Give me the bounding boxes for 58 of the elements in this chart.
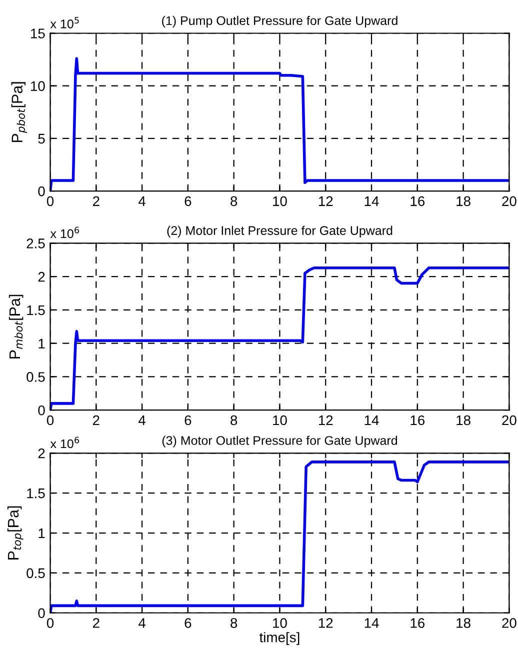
x-tick-label: 20 [502, 618, 516, 628]
y-tick-label: 2.5 [26, 238, 45, 248]
x-tick-label: 14 [364, 196, 379, 206]
x-tick-label: 10 [273, 618, 287, 628]
y-tick-label: 0 [38, 608, 45, 618]
x-tick-label: 4 [138, 196, 146, 206]
x-axis-title: time[s] [259, 632, 300, 646]
y-tick-label: 2 [38, 272, 45, 282]
x-tick-label: 20 [502, 196, 516, 206]
y-tick-label: 1.5 [27, 488, 45, 498]
chart-title: (2) Motor Inlet Pressure for Gate Upward [167, 226, 392, 238]
x-tick-label: 8 [230, 415, 238, 426]
x-tick-label: 16 [410, 415, 425, 426]
x-tick-label: 6 [184, 196, 192, 206]
y-tick-label: 0 [38, 405, 45, 416]
text: x 10$^{5}$ [50, 17, 79, 28]
y-tick-label: 0.5 [26, 568, 45, 578]
x-tick-label: 0 [46, 196, 54, 206]
x-tick-label: 14 [364, 415, 379, 426]
x-tick-label: 6 [184, 415, 192, 426]
y-axis-title: P$_{mbot}$[Pa] [8, 294, 24, 358]
text: x 10$^{6}$ [50, 226, 80, 238]
y-axis-title: P$_{top}$[Pa] [7, 506, 24, 560]
x-tick-label: 20 [502, 415, 516, 426]
x-tick-label: 4 [138, 415, 146, 426]
x-tick-label: 18 [456, 196, 470, 206]
y-tick-label: 5 [38, 134, 45, 144]
x-tick-label: 10 [273, 196, 287, 206]
x-tick-label: 16 [410, 196, 425, 206]
y-tick-label: 10 [30, 81, 45, 92]
y-tick-label: 2 [38, 448, 45, 458]
y-tick-label: 0.5 [26, 372, 45, 382]
x-tick-label: 2 [92, 618, 100, 628]
x-tick-label: 0 [46, 415, 54, 426]
x-tick-label: 14 [364, 618, 379, 628]
x-tick-label: 8 [230, 196, 238, 206]
chart-title: (1) Pump Outlet Pressure for Gate Upward [162, 16, 398, 28]
x-tick-label: 10 [273, 415, 287, 426]
x-tick-label: 12 [318, 415, 333, 426]
y-tick-label: 1.5 [27, 305, 45, 316]
x-tick-label: 18 [456, 415, 470, 426]
text: x 10$^{6}$ [50, 436, 80, 448]
chart-title: (3) Motor Outlet Pressure for Gate Upward [162, 436, 398, 448]
x-tick-label: 0 [46, 618, 54, 628]
y-tick-label: 15 [30, 28, 45, 38]
y-tick-label: 1 [38, 528, 45, 538]
y-tick-label: 1 [38, 338, 45, 348]
y-tick-label: 0 [38, 186, 45, 196]
x-tick-label: 2 [92, 196, 100, 206]
x-tick-label: 6 [184, 618, 192, 628]
x-tick-label: 18 [456, 618, 470, 628]
y-axis-title: P$_{pbot}$[Pa] [11, 82, 28, 142]
x-tick-label: 4 [138, 618, 146, 628]
x-tick-label: 12 [318, 196, 333, 206]
x-tick-label: 2 [92, 415, 100, 426]
x-tick-label: 16 [410, 618, 425, 628]
x-tick-label: 12 [318, 618, 333, 628]
x-tick-label: 8 [230, 618, 238, 628]
